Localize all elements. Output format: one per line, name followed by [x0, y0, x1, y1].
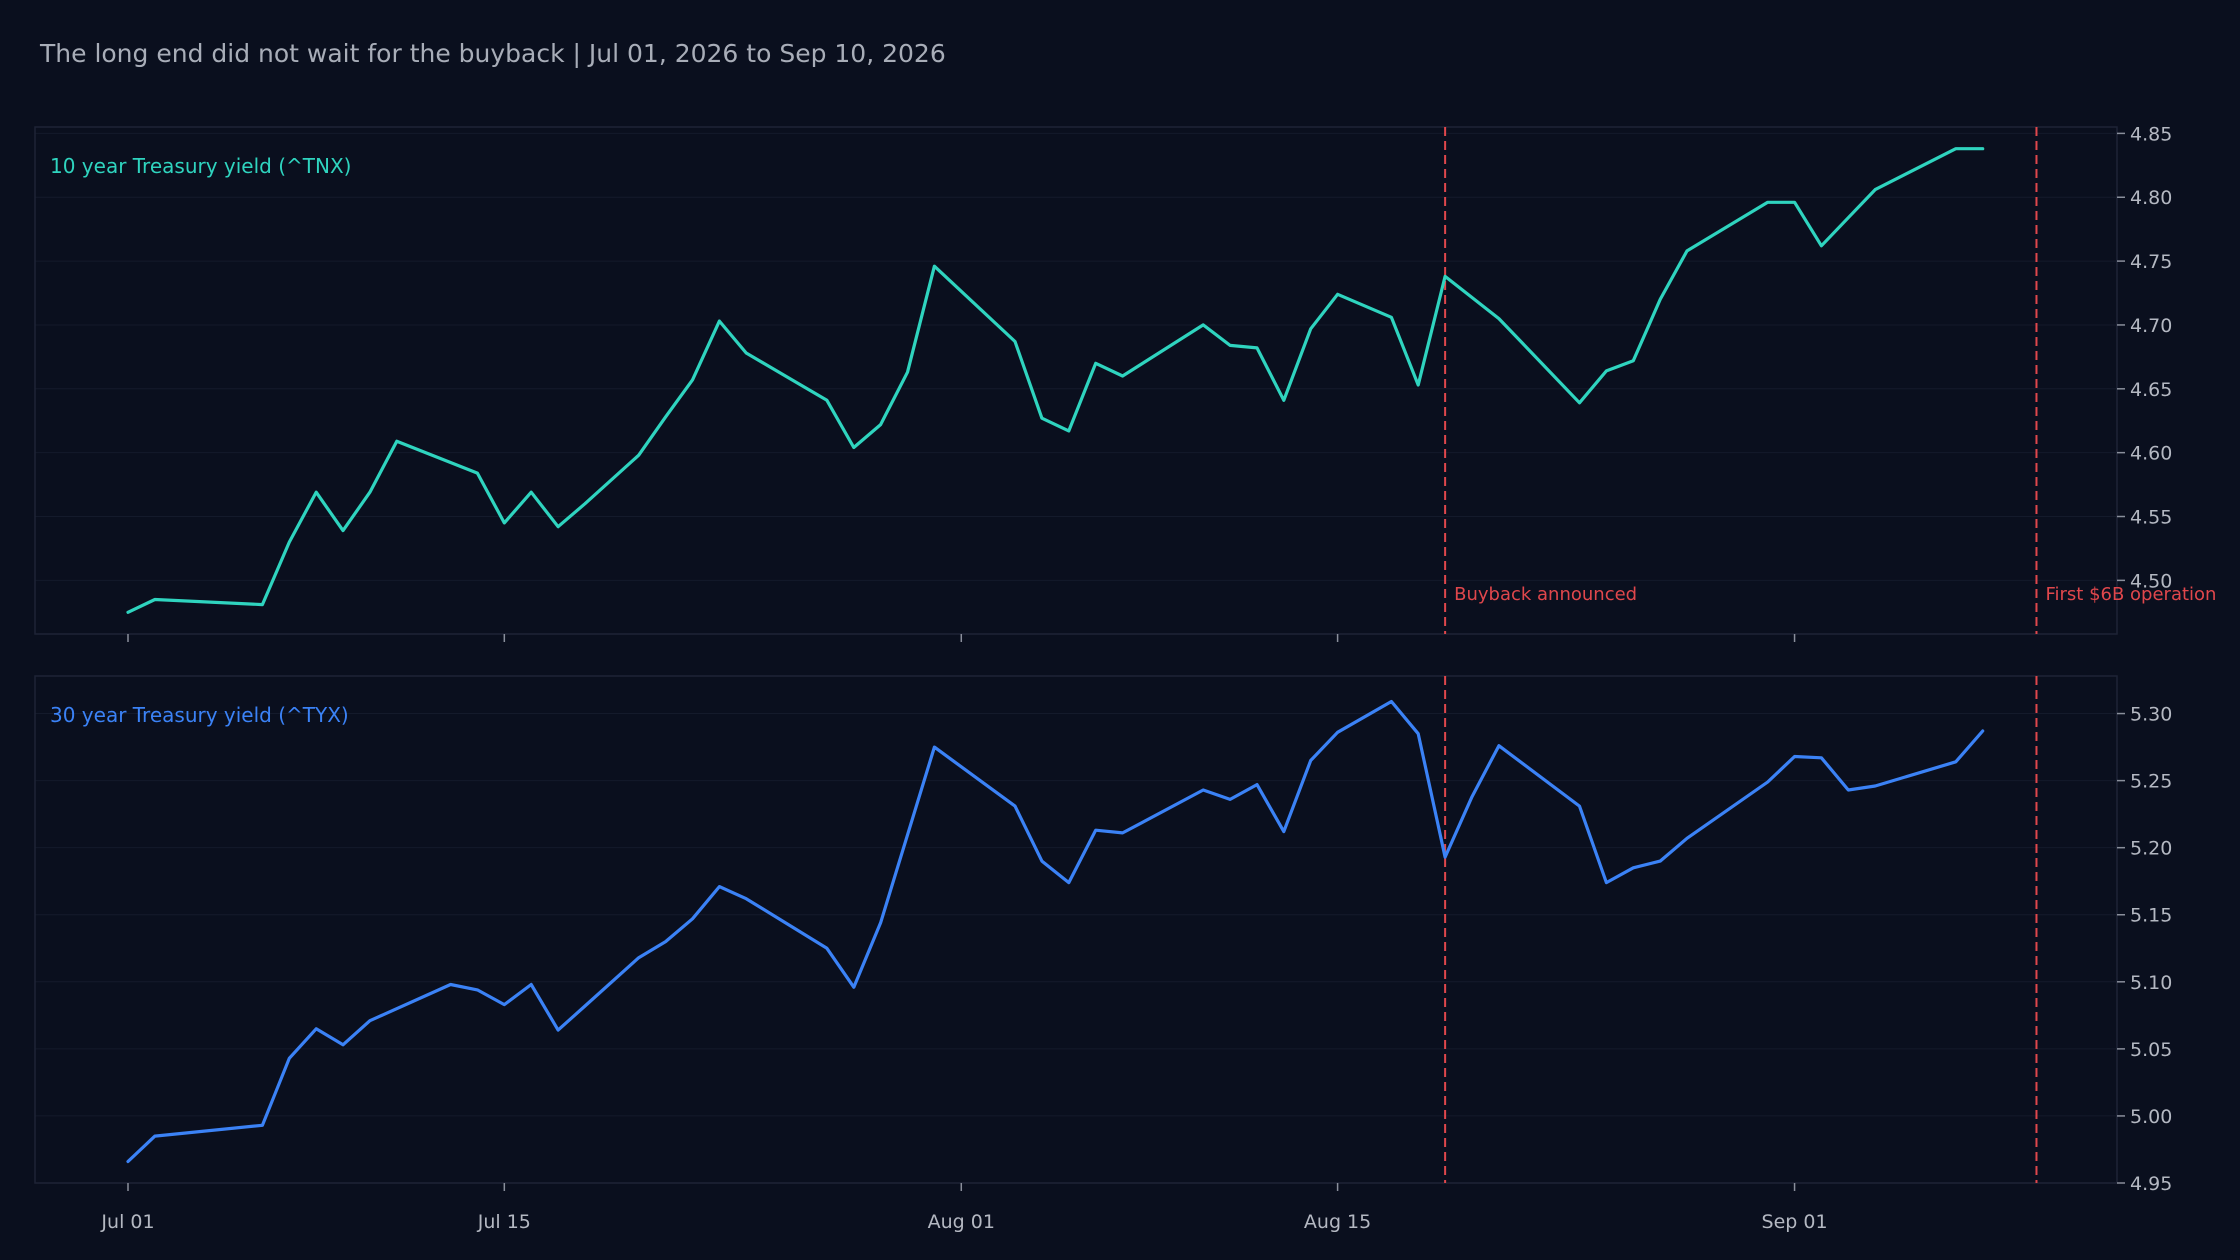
- x-tick-label: Sep 01: [1762, 1211, 1828, 1233]
- x-tick-label: Jul 15: [477, 1211, 531, 1233]
- y-tick-label: 4.70: [2130, 315, 2172, 337]
- y-tick-label: 4.85: [2130, 123, 2172, 145]
- y-tick-label: 5.05: [2130, 1039, 2172, 1061]
- chart-title: The long end did not wait for the buybac…: [39, 39, 946, 68]
- y-tick-label: 4.80: [2130, 187, 2172, 209]
- y-tick-label: 4.55: [2130, 507, 2172, 529]
- y-tick-label: 5.20: [2130, 838, 2172, 860]
- panel-2: 4.95 5.00 5.05 5.10 5.15 5.20 5.25 5.30 Jul 01 Ju…: [34, 675, 2172, 1233]
- y-tick-label: 5.10: [2130, 972, 2172, 994]
- series-line: [126, 699, 1985, 1164]
- y-tick-label: 5.25: [2130, 771, 2172, 793]
- plot-frame: [34, 675, 2118, 1184]
- y-tick-label: 4.65: [2130, 379, 2172, 401]
- y-tick-label: 4.50: [2130, 570, 2172, 592]
- event-label: First $6B operation: [2045, 584, 2216, 605]
- x-tick-label: Aug 01: [928, 1211, 995, 1233]
- y-tick-label: 5.30: [2130, 704, 2172, 726]
- series-label: 30 year Treasury yield (^TYX): [50, 703, 349, 727]
- event-label: Buyback announced: [1454, 584, 1637, 605]
- y-tick-label: 4.75: [2130, 251, 2172, 273]
- y-tick-label: 4.95: [2130, 1173, 2172, 1195]
- y-tick-label: 5.15: [2130, 905, 2172, 927]
- panel-1: 4.50 4.55 4.60 4.65 4.70 4.75 4.80 4.85 Buyback …: [34, 123, 2216, 642]
- plot-frame: [34, 126, 2118, 635]
- series-line: [126, 147, 1985, 614]
- chart-panels: 4.50 4.55 4.60 4.65 4.70 4.75 4.80 4.85 Buyback …: [34, 123, 2216, 1233]
- y-tick-label: 4.60: [2130, 443, 2172, 465]
- x-tick-label: Aug 15: [1304, 1211, 1371, 1233]
- x-tick-label: Jul 01: [100, 1211, 154, 1233]
- series-label: 10 year Treasury yield (^TNX): [50, 154, 351, 178]
- y-tick-label: 5.00: [2130, 1106, 2172, 1128]
